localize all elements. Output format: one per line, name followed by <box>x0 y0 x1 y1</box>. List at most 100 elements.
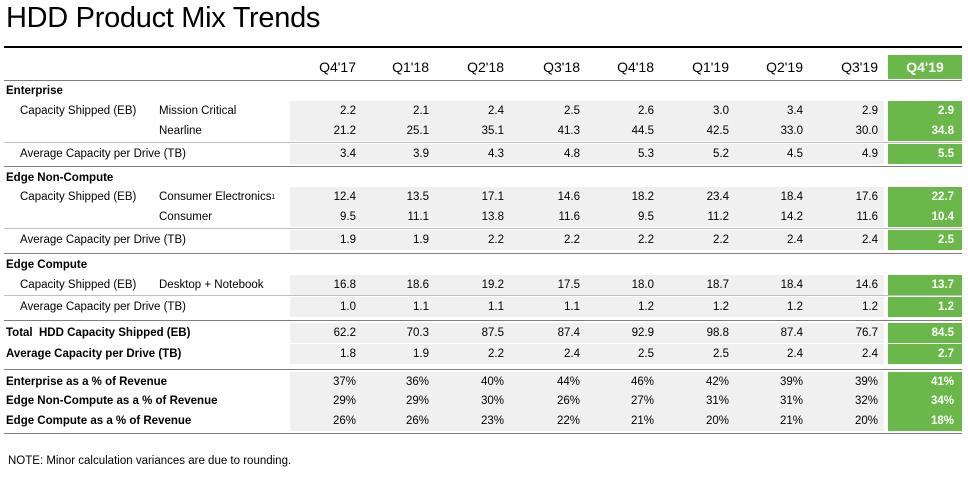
cell-value: 20% <box>854 415 878 427</box>
table-row: Average Capacity per Drive (TB) 1.0 1.1 1.1… <box>4 297 962 317</box>
cell-value: 2.4 <box>862 234 878 246</box>
cell-value: 23% <box>480 415 504 427</box>
row-label: Average Capacity per Drive (TB) <box>20 148 186 160</box>
cell-value: 87.4 <box>780 327 803 339</box>
row-divider <box>4 228 962 229</box>
cell-value: 42% <box>705 375 729 388</box>
row-band <box>290 121 884 141</box>
highlight-value: 41% <box>888 372 962 391</box>
column-header: Q2'19 <box>766 59 803 75</box>
cell-value: 21% <box>779 415 803 427</box>
cell-value: 46% <box>630 375 654 388</box>
cell-value: 2.5 <box>564 105 580 117</box>
highlight-value: 2.5 <box>888 230 962 250</box>
row-label: Capacity Shipped (EB) <box>20 191 137 203</box>
cell-value: 5.3 <box>638 148 654 160</box>
cell-value: 39% <box>779 375 803 388</box>
cell-value: 2.4 <box>862 348 878 360</box>
cell-value: 92.9 <box>631 327 654 339</box>
cell-value: 2.4 <box>787 234 803 246</box>
row-divider <box>4 433 962 434</box>
cell-value: 4.3 <box>488 148 504 160</box>
highlight-value: 1.2 <box>888 297 962 317</box>
cell-value: 36% <box>405 375 429 388</box>
row-label: Enterprise as a % of Revenue <box>6 375 168 388</box>
cell-value: 11.6 <box>558 211 580 223</box>
cell-value: 1.9 <box>340 234 356 246</box>
row-band <box>290 372 884 391</box>
row-sublabel: Consumer <box>159 207 212 227</box>
table-row: Consumer 9.5 11.1 13.8 11.6 9.5 11.2 14.2 11.6 10… <box>4 207 962 227</box>
cell-value: 14.6 <box>855 279 878 291</box>
cell-value: 1.2 <box>638 301 654 313</box>
cell-value: 26% <box>556 395 580 407</box>
cell-value: 18.4 <box>780 279 803 291</box>
column-header: Q2'18 <box>467 59 504 75</box>
table-row: Edge Non-Compute as a % of Revenue 29% 29%… <box>4 391 962 411</box>
cell-value: 2.2 <box>713 234 729 246</box>
row-label: Edge Compute as a % of Revenue <box>6 415 192 427</box>
row-sublabel-text: Consumer Electronics <box>159 191 272 203</box>
column-header: Q4'18 <box>617 59 654 75</box>
section-title: Edge Non-Compute <box>6 171 114 184</box>
cell-value: 42.5 <box>706 125 729 137</box>
cell-value: 30% <box>480 395 504 407</box>
cell-value: 2.2 <box>488 234 504 246</box>
cell-value: 13.5 <box>406 191 429 203</box>
cell-value: 62.2 <box>333 327 356 339</box>
table-row: Average Capacity per Drive (TB) 1.8 1.9 2.2… <box>4 344 962 364</box>
row-label: Total HDD Capacity Shipped (EB) <box>6 327 191 339</box>
column-header: Q3'19 <box>841 59 878 75</box>
row-label: Average Capacity per Drive (TB) <box>20 301 186 313</box>
highlight-value: 22.7 <box>888 187 962 207</box>
row-label: Average Capacity per Drive (TB) <box>20 234 186 246</box>
row-band <box>290 101 884 121</box>
footnote: NOTE: Minor calculation variances are du… <box>8 455 292 467</box>
column-header: Q1'19 <box>692 59 729 75</box>
cell-value: 21.2 <box>333 125 356 137</box>
cell-value: 1.2 <box>713 301 729 313</box>
cell-value: 1.1 <box>564 301 580 313</box>
row-sublabel-text: Nearline <box>159 125 202 137</box>
cell-value: 87.4 <box>557 327 580 339</box>
cell-value: 3.4 <box>787 105 803 117</box>
highlight-value: 34% <box>888 391 962 411</box>
row-divider <box>4 166 962 167</box>
table-row: Edge Compute as a % of Revenue 26% 26% 23% 2… <box>4 411 962 431</box>
row-divider <box>4 320 962 321</box>
footnote-marker: 1 <box>271 193 276 201</box>
cell-value: 35.1 <box>481 125 504 137</box>
cell-value: 25.1 <box>406 125 429 137</box>
cell-value: 23.4 <box>706 191 729 203</box>
cell-value: 31% <box>705 395 729 407</box>
highlight-value: 84.5 <box>888 323 962 343</box>
cell-value: 17.1 <box>481 191 504 203</box>
row-band <box>290 187 884 207</box>
highlight-value: 2.7 <box>888 344 962 364</box>
cell-value: 2.4 <box>488 105 504 117</box>
column-header: Q4'17 <box>319 59 356 75</box>
column-header-row: Q4'17 Q1'18 Q2'18 Q3'18 Q4'18 Q1'19 Q2'19 Q3'19… <box>4 55 962 79</box>
row-sublabel: Desktop + Notebook <box>159 275 264 295</box>
cell-value: 2.4 <box>564 348 580 360</box>
cell-value: 2.9 <box>862 105 878 117</box>
row-band <box>290 344 884 364</box>
cell-value: 4.9 <box>862 148 878 160</box>
table-row: Capacity Shipped (EB) Mission Critical 2.2… <box>4 101 962 121</box>
cell-value: 27% <box>630 395 654 407</box>
column-header: Q1'18 <box>392 59 429 75</box>
cell-value: 41.3 <box>557 125 580 137</box>
highlight-value: 10.4 <box>888 207 962 227</box>
cell-value: 1.9 <box>413 348 429 360</box>
row-band <box>290 391 884 411</box>
cell-value: 37% <box>332 375 356 388</box>
cell-value: 1.9 <box>413 234 429 246</box>
highlight-value: 5.5 <box>888 144 962 164</box>
cell-value: 2.2 <box>638 234 654 246</box>
cell-value: 26% <box>405 415 429 427</box>
row-band <box>290 230 884 250</box>
row-divider <box>4 295 962 296</box>
cell-value: 40% <box>480 375 504 388</box>
cell-value: 9.5 <box>638 211 654 223</box>
row-label: Capacity Shipped (EB) <box>20 279 137 291</box>
